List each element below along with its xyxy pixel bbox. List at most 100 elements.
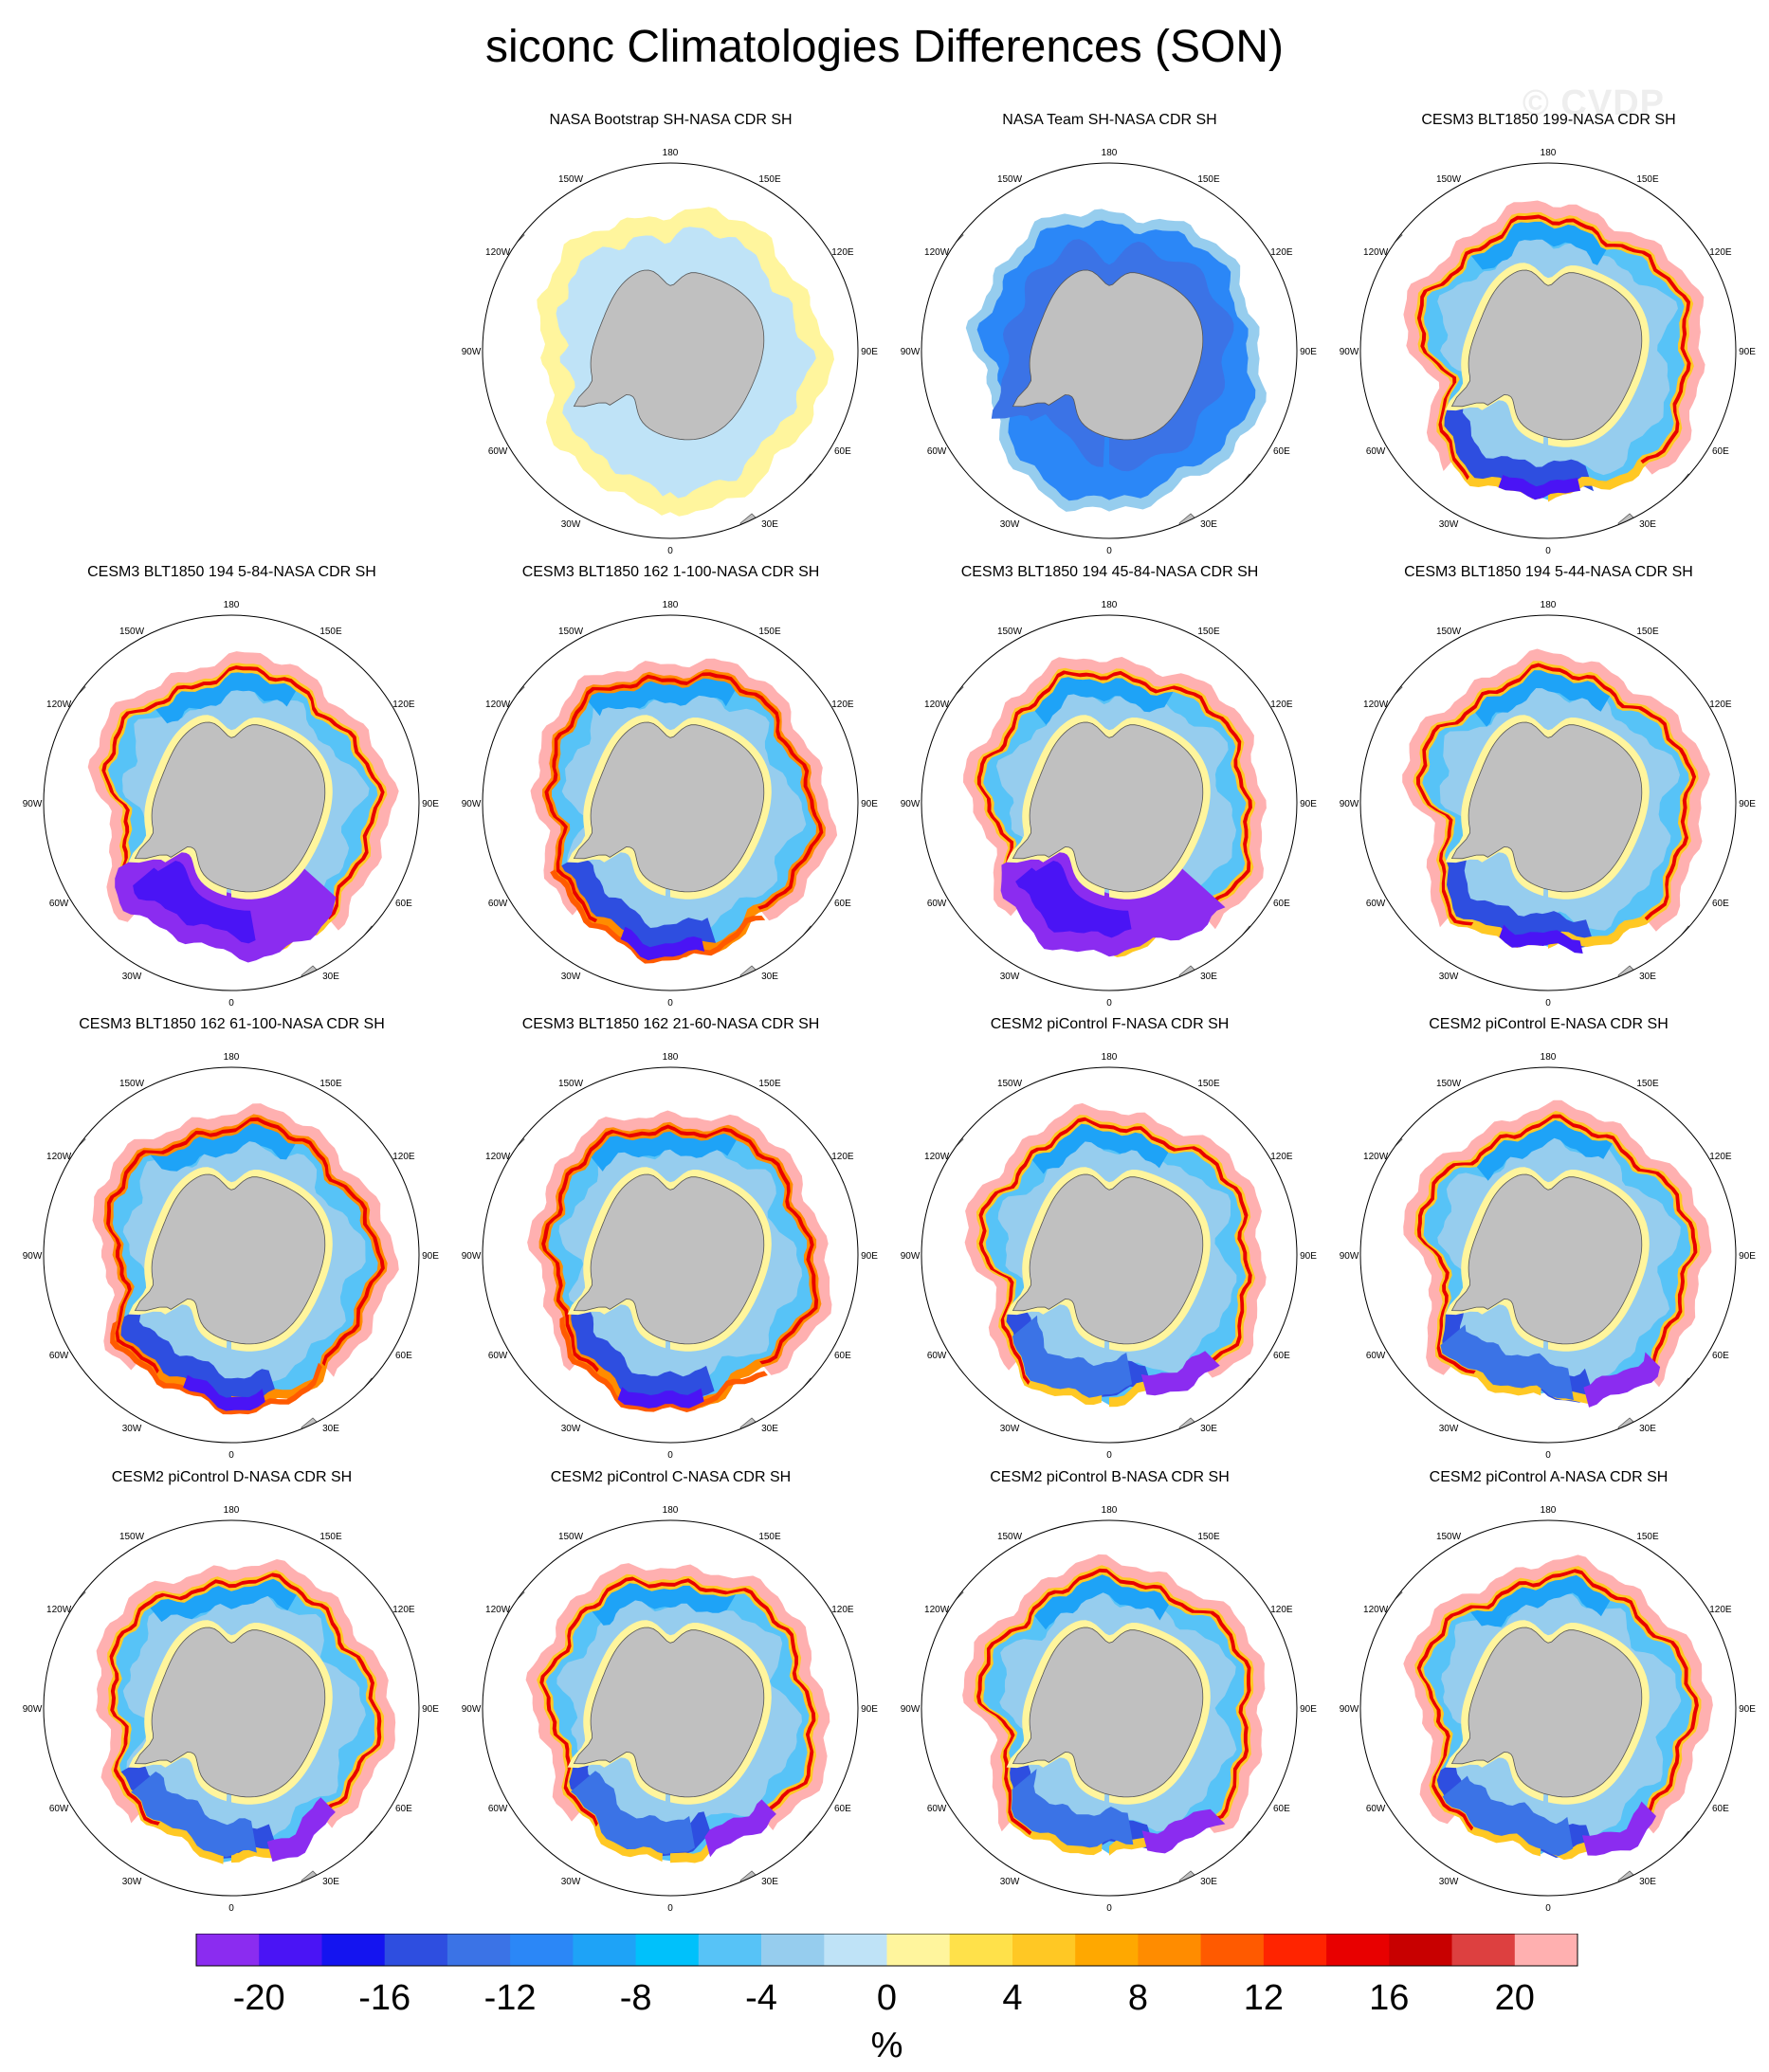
ice-difference-field (567, 1300, 715, 1403)
south-america-land (1360, 648, 1403, 696)
ice-difference-field (1583, 1352, 1661, 1408)
ice-difference-field (1470, 220, 1607, 270)
colorbar-swatch (196, 1934, 260, 1966)
lon-label: 150W (997, 1079, 1023, 1089)
colorbar-tick-label: -8 (620, 1978, 652, 2018)
map-boundary (482, 1519, 859, 1897)
map-boundary (482, 614, 859, 991)
map-panel: CESM2 piControl E-NASA CDR SH 0 30E 60E 90E 1… (1328, 1016, 1769, 1462)
colorbar-swatch (1138, 1934, 1202, 1966)
lon-label: 30W (561, 1877, 581, 1887)
lon-label: 120W (485, 1152, 511, 1162)
lon-label: 30E (1200, 1424, 1217, 1434)
lon-label: 90E (1739, 347, 1756, 357)
lon-label: 120W (485, 700, 511, 710)
lon-label: 150W (1436, 174, 1462, 185)
lon-label: 30E (761, 1877, 778, 1887)
lon-label: 90E (1739, 799, 1756, 809)
lon-label: 30W (561, 519, 581, 530)
colorbar-swatch (1514, 1934, 1578, 1966)
lon-label: 60E (834, 1351, 851, 1361)
lon-label: 150W (558, 1532, 584, 1542)
lon-label: 180 (224, 1052, 240, 1063)
lon-label: 30W (1439, 1877, 1459, 1887)
polar-map: 0 30E 60E 90E 120E 150E 180 150W 120W 90W 60W 30W (1340, 148, 1757, 556)
ice-difference-field (1402, 648, 1710, 932)
lon-label: 60W (1366, 1351, 1386, 1361)
lon-label: 30E (322, 972, 339, 982)
lon-label: 150E (319, 1079, 342, 1089)
lon-label: 30E (1200, 519, 1217, 530)
lon-label: 60E (1712, 899, 1729, 909)
panel-title: CESM2 piControl A-NASA CDR SH (1429, 1469, 1669, 1485)
colorbar-tick-label: 16 (1369, 1978, 1409, 2018)
ice-difference-field (133, 861, 256, 944)
map-boundary (482, 1066, 859, 1444)
lon-label: 90E (861, 799, 878, 809)
ice-difference-field (1469, 1573, 1611, 1627)
lon-label: 120E (831, 247, 854, 258)
ice-difference-field (559, 1316, 768, 1412)
south-america-land (44, 1100, 86, 1148)
lon-label: 60E (1273, 1351, 1290, 1361)
map-panel: CESM3 BLT1850 162 21-60-NASA CDR SH 0 30E 6… (450, 1016, 891, 1462)
lon-label: 180 (1541, 148, 1557, 158)
lon-label: 90W (23, 799, 43, 809)
ice-difference-field (567, 1167, 772, 1352)
lon-label: 120E (392, 1605, 415, 1615)
lon-label: 60W (927, 899, 947, 909)
antarctica-land (1012, 1627, 1204, 1798)
lon-label: 90E (422, 799, 439, 809)
ice-difference-field (1445, 263, 1650, 447)
colorbar-swatch (447, 1934, 511, 1966)
lon-label: 60E (834, 1804, 851, 1814)
ice-difference-field (963, 657, 1267, 930)
polar-map: 0 30E 60E 90E 120E 150E 180 150W 120W 90W 60W 30W (23, 600, 440, 1009)
antarctica-land (1012, 1173, 1204, 1345)
lon-label: 60W (49, 899, 69, 909)
colorbar-swatch (1326, 1934, 1390, 1966)
lon-label: 120W (1363, 700, 1389, 710)
lon-label: 120E (392, 700, 415, 710)
lon-label: 150W (558, 174, 584, 185)
map-panel: CESM2 piControl D-NASA CDR SH 0 30E 60E 90E 1… (11, 1469, 452, 1915)
lon-label: 180 (1541, 1505, 1557, 1516)
map-boundary (921, 1519, 1298, 1897)
polar-map: 0 30E 60E 90E 120E 150E 180 150W 120W 90W 60W 30W (1340, 1505, 1757, 1914)
ice-difference-field (567, 1620, 772, 1805)
lon-label: 0 (667, 546, 673, 556)
lon-label: 60W (1366, 1804, 1386, 1814)
lon-label: 30E (1639, 519, 1656, 530)
lon-label: 180 (1102, 1505, 1118, 1516)
panel-title: CESM3 BLT1850 194 5-44-NASA CDR SH (1404, 564, 1693, 580)
map-panel: CESM2 piControl B-NASA CDR SH 0 30E 60E 90E 1… (889, 1469, 1330, 1915)
polar-map: 0 30E 60E 90E 120E 150E 180 150W 120W 90W 60W 30W (462, 600, 879, 1009)
lon-label: 150W (1436, 627, 1462, 637)
south-america-land (483, 1554, 525, 1601)
lon-label: 150E (1636, 1079, 1659, 1089)
lon-label: 0 (228, 998, 234, 1009)
colorbar-swatch (1263, 1934, 1327, 1966)
lon-label: 120E (831, 1152, 854, 1162)
lon-label: 60W (1366, 899, 1386, 909)
antarctica-land (573, 721, 765, 893)
lon-label: 30E (322, 1424, 339, 1434)
lon-label: 30E (761, 1424, 778, 1434)
lon-label: 30W (1439, 972, 1459, 982)
lon-label: 90E (1739, 1251, 1756, 1262)
lon-label: 120W (1363, 1605, 1389, 1615)
lon-label: 120W (46, 1152, 72, 1162)
lon-label: 60W (488, 1351, 508, 1361)
colorbar-swatch (510, 1934, 574, 1966)
lon-label: 60W (49, 1351, 69, 1361)
ice-difference-field (1582, 1801, 1656, 1856)
lon-label: 150W (1436, 1079, 1462, 1089)
colorbar-swatch (824, 1934, 887, 1966)
lon-label: 90W (901, 1704, 921, 1715)
ice-difference-field (128, 1167, 333, 1352)
ice-difference-field (620, 926, 705, 961)
lon-label: 60W (488, 446, 508, 457)
lon-label: 120E (1709, 700, 1732, 710)
lon-label: 60E (395, 1351, 412, 1361)
lon-label: 90W (1340, 799, 1359, 809)
